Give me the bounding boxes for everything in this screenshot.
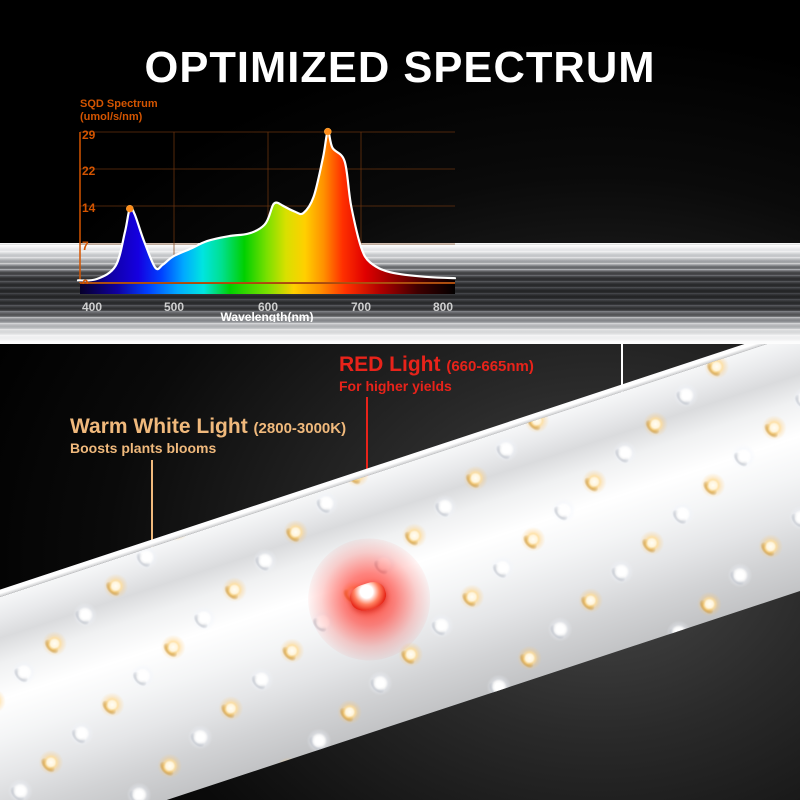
svg-text:800: 800 — [433, 300, 453, 314]
svg-text:7: 7 — [82, 239, 89, 253]
svg-text:700: 700 — [351, 300, 371, 314]
svg-text:Wavelength(nm): Wavelength(nm) — [221, 310, 314, 322]
svg-text:22: 22 — [82, 164, 96, 178]
svg-text:29: 29 — [82, 128, 96, 142]
svg-text:14: 14 — [82, 201, 96, 215]
svg-text:400: 400 — [82, 300, 102, 314]
svg-text:500: 500 — [164, 300, 184, 314]
